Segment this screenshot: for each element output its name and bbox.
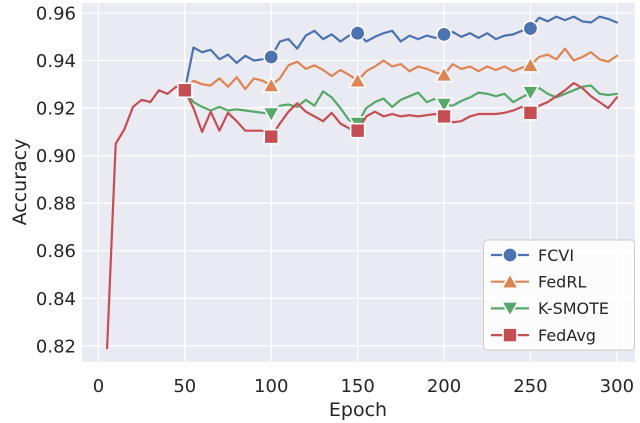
x-tick-label: 300 bbox=[600, 376, 634, 397]
series-line-K-SMOTE bbox=[183, 84, 619, 125]
legend-item-FedAvg: FedAvg bbox=[491, 326, 596, 345]
series-FedRL bbox=[175, 47, 619, 98]
series-marker-FCVI bbox=[436, 26, 453, 43]
x-tick-label: 150 bbox=[340, 376, 374, 397]
y-tick-label: 0.96 bbox=[36, 3, 76, 24]
y-tick-label: 0.82 bbox=[36, 336, 76, 357]
legend-label: K-SMOTE bbox=[538, 299, 609, 318]
series-marker-FCVI bbox=[349, 25, 366, 42]
x-tick-label: 200 bbox=[427, 376, 461, 397]
y-tick-label: 0.88 bbox=[36, 194, 76, 215]
y-tick-label: 0.84 bbox=[36, 289, 76, 310]
x-tick-label: 50 bbox=[173, 376, 196, 397]
x-tick-label: 0 bbox=[93, 376, 104, 397]
y-tick-label: 0.92 bbox=[36, 99, 76, 120]
legend-marker-triangle-down-icon bbox=[500, 301, 520, 318]
series-marker-FedRL bbox=[348, 71, 368, 89]
legend-marker-circle-icon bbox=[501, 247, 518, 264]
series-marker-FCVI bbox=[522, 20, 539, 37]
legend-marker-triangle-up-icon bbox=[500, 272, 520, 290]
series-FedAvg bbox=[105, 81, 619, 350]
series-marker-FedAvg bbox=[436, 108, 452, 125]
y-axis-label: Accuracy bbox=[9, 139, 31, 226]
series-marker-FedAvg bbox=[349, 122, 366, 139]
series-line-FCVI bbox=[183, 15, 619, 92]
series-marker-FedAvg bbox=[522, 105, 539, 121]
x-tick-label: 250 bbox=[513, 376, 547, 397]
series-line-FedRL bbox=[183, 47, 619, 92]
series-marker-FedRL bbox=[520, 55, 541, 73]
legend-label: FCVI bbox=[538, 246, 574, 265]
series-marker-K-SMOTE bbox=[261, 106, 281, 124]
legend-item-FedRL: FedRL bbox=[491, 272, 586, 292]
legend-label: FedAvg bbox=[538, 326, 596, 345]
series-marker-K-SMOTE bbox=[434, 97, 454, 114]
y-tick-label: 0.90 bbox=[36, 146, 76, 167]
x-axis-label: Epoch bbox=[329, 399, 387, 421]
x-tick-label: 100 bbox=[254, 376, 288, 397]
series-marker-FedAvg bbox=[263, 128, 280, 145]
legend-item-FCVI: FCVI bbox=[491, 246, 574, 265]
legend-label: FedRL bbox=[538, 273, 586, 292]
series-marker-FedAvg bbox=[177, 82, 193, 99]
series-marker-FedRL bbox=[434, 65, 454, 83]
legend: FCVI FedRL K-SMOTE FedAvg bbox=[483, 239, 635, 351]
series-marker-FCVI bbox=[263, 48, 280, 65]
y-tick-label: 0.86 bbox=[36, 241, 76, 262]
y-tick-label: 0.94 bbox=[36, 51, 76, 72]
legend-item-K-SMOTE: K-SMOTE bbox=[491, 299, 609, 318]
legend-box bbox=[483, 239, 635, 351]
series-marker-FedRL bbox=[261, 76, 281, 93]
legend-marker-square-icon bbox=[502, 327, 518, 343]
series-marker-K-SMOTE bbox=[520, 85, 541, 103]
